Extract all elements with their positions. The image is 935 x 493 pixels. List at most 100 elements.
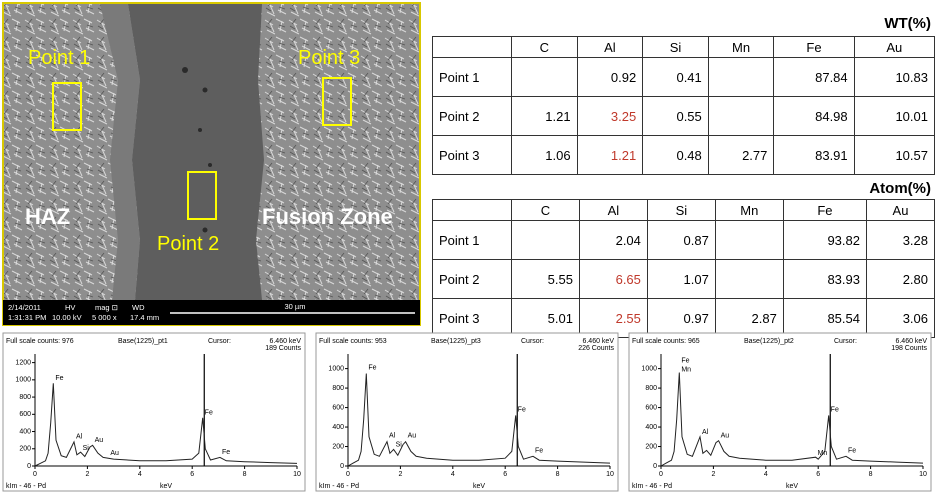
x-tick-label: 0 xyxy=(346,471,350,478)
y-tick-label: 600 xyxy=(645,404,657,411)
row-label: Point 3 xyxy=(432,135,512,175)
header-row: C Al Si Mn Fe Au xyxy=(432,199,935,221)
table-cell: 0.97 xyxy=(646,298,716,338)
table-cell: 0.87 xyxy=(646,220,716,260)
spectrum-header: Full scale counts: 965 xyxy=(632,338,700,345)
peak-label: Fe xyxy=(831,406,839,413)
x-axis-label: keV xyxy=(786,483,798,490)
spectrum-frame xyxy=(628,332,932,492)
table-cell: 10.57 xyxy=(853,135,935,175)
x-tick-label: 10 xyxy=(919,471,927,478)
peak-label: Fe xyxy=(222,449,230,456)
y-tick-label: 0 xyxy=(27,463,31,470)
column-header: Al xyxy=(578,199,648,221)
cursor-label: 6.460 keV xyxy=(269,338,301,345)
spectrum-name: Base(1225)_pt2 xyxy=(744,338,794,345)
x-tick-label: 6 xyxy=(190,471,194,478)
peak-label: Mn xyxy=(681,366,691,373)
table-cell: 87.84 xyxy=(773,57,855,97)
peak-label: Fe xyxy=(848,447,856,454)
peak-label: Fe xyxy=(518,406,526,413)
pores xyxy=(182,67,212,233)
spectrum-line xyxy=(34,383,298,467)
table-cell: 85.54 xyxy=(782,298,867,338)
column-header xyxy=(432,36,512,58)
x-tick-label: 2 xyxy=(398,471,402,478)
column-header: Au xyxy=(853,36,935,58)
table-row: Point 1 0.92 0.41 87.84 10.83 xyxy=(432,57,935,97)
info-text: HV xyxy=(65,303,75,312)
table-row: Point 3 5.01 2.55 0.97 2.87 85.54 3.06 xyxy=(432,298,935,338)
table-cell xyxy=(511,57,578,97)
spectrum-line xyxy=(660,372,924,467)
table-cell: 2.77 xyxy=(707,135,775,175)
table-cell: 10.01 xyxy=(853,96,935,136)
y-tick-label: 800 xyxy=(19,394,31,401)
peak-label: Al xyxy=(702,429,709,436)
spectrum-name: Base(1225)_pt3 xyxy=(431,338,481,345)
table-cell xyxy=(707,96,775,136)
table-cell: 6.65 xyxy=(578,259,648,299)
row-label: Point 2 xyxy=(432,96,512,136)
spectrum-header: Full scale counts: 976 xyxy=(6,338,74,345)
peak-label: Fe xyxy=(368,364,376,371)
spectrum-header: Full scale counts: 953 xyxy=(319,338,387,345)
info-text: 17.4 mm xyxy=(130,313,159,322)
y-tick-label: 600 xyxy=(19,411,31,418)
x-axis-label: keV xyxy=(473,483,485,490)
table-unit: Atom(%) xyxy=(869,180,931,197)
y-tick-label: 1200 xyxy=(15,359,31,366)
info-text: WD xyxy=(132,303,145,312)
point-label: Point 2 xyxy=(157,233,219,255)
table-cell xyxy=(707,57,775,97)
peak-label: Si xyxy=(396,441,403,448)
y-tick-label: 400 xyxy=(19,428,31,435)
spectrum-line xyxy=(347,373,611,467)
cursor-label: 6.460 keV xyxy=(582,338,614,345)
table-cell: 3.25 xyxy=(576,96,644,136)
footer: kIm - 46 - Pd xyxy=(319,483,359,490)
table-cell: 5.01 xyxy=(511,298,580,338)
x-tick-label: 8 xyxy=(869,471,873,478)
y-tick-label: 200 xyxy=(645,443,657,450)
column-header: Au xyxy=(865,199,935,221)
y-tick-label: 400 xyxy=(645,424,657,431)
row-label: Point 1 xyxy=(432,57,512,97)
weld-band xyxy=(128,4,264,300)
table-cell: 84.98 xyxy=(773,96,855,136)
x-tick-label: 4 xyxy=(764,471,768,478)
row-label: Point 1 xyxy=(432,220,512,260)
y-tick-label: 600 xyxy=(332,404,344,411)
spectrum-name: Base(1225)_pt1 xyxy=(118,338,168,345)
column-header: Mn xyxy=(707,36,775,58)
table-row: Point 1 2.04 0.87 93.82 3.28 xyxy=(432,220,935,260)
point-label: Point 3 xyxy=(298,47,360,69)
column-header: Si xyxy=(642,36,709,58)
peak-label: Si xyxy=(83,445,90,452)
x-tick-label: 0 xyxy=(33,471,37,478)
column-header: C xyxy=(511,199,580,221)
column-header: Fe xyxy=(782,199,867,221)
peak-label: Fe xyxy=(205,409,213,416)
cursor-label: 6.460 keV xyxy=(895,338,927,345)
table-row: Point 2 5.55 6.65 1.07 83.93 2.80 xyxy=(432,259,935,299)
table-cell xyxy=(714,259,784,299)
x-tick-label: 6 xyxy=(816,471,820,478)
counts-label: 189 Counts xyxy=(265,345,301,352)
table-cell: 83.93 xyxy=(782,259,867,299)
table-cell: 2.04 xyxy=(578,220,648,260)
point-label: Point 1 xyxy=(28,47,90,69)
table-unit: WT(%) xyxy=(884,15,931,32)
info-text: 5 000 x xyxy=(92,313,117,322)
peak-label: Mn xyxy=(818,450,828,457)
counts-label: 198 Counts xyxy=(891,345,927,352)
y-tick-label: 800 xyxy=(332,385,344,392)
y-tick-label: 200 xyxy=(332,443,344,450)
x-tick-label: 6 xyxy=(503,471,507,478)
info-text: 1:31:31 PM xyxy=(8,313,46,322)
info-text: mag ⊡ xyxy=(95,303,118,312)
table-cell: 1.21 xyxy=(576,135,644,175)
x-tick-label: 10 xyxy=(293,471,301,478)
table-cell: 0.41 xyxy=(642,57,709,97)
info-text: 2/14/2011 xyxy=(8,303,41,312)
